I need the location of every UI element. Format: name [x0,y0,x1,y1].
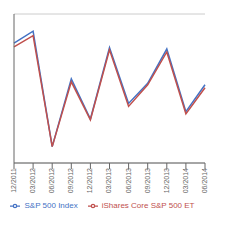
svg-text:03/2012: 03/2012 [29,168,36,193]
svg-text:12/2011: 12/2011 [10,168,17,193]
svg-text:06/2014: 06/2014 [201,168,208,193]
svg-text:06/2013: 06/2013 [125,168,132,193]
html-text:iShares Core S&P 500 ET: iShares Core S&P 500 ET [101,201,195,211]
svg-text:12/2012: 12/2012 [86,168,93,193]
svg-text:03/2013: 03/2013 [105,168,112,193]
html-text:S&P 500 Index: S&P 500 Index [24,201,78,211]
svg-text:09/2013: 09/2013 [144,168,151,193]
svg-text:12/2013: 12/2013 [163,168,170,193]
svg-text:03/2014: 03/2014 [182,168,189,193]
svg-text:09/2012: 09/2012 [67,168,74,193]
svg-text:06/2012: 06/2012 [48,168,55,193]
